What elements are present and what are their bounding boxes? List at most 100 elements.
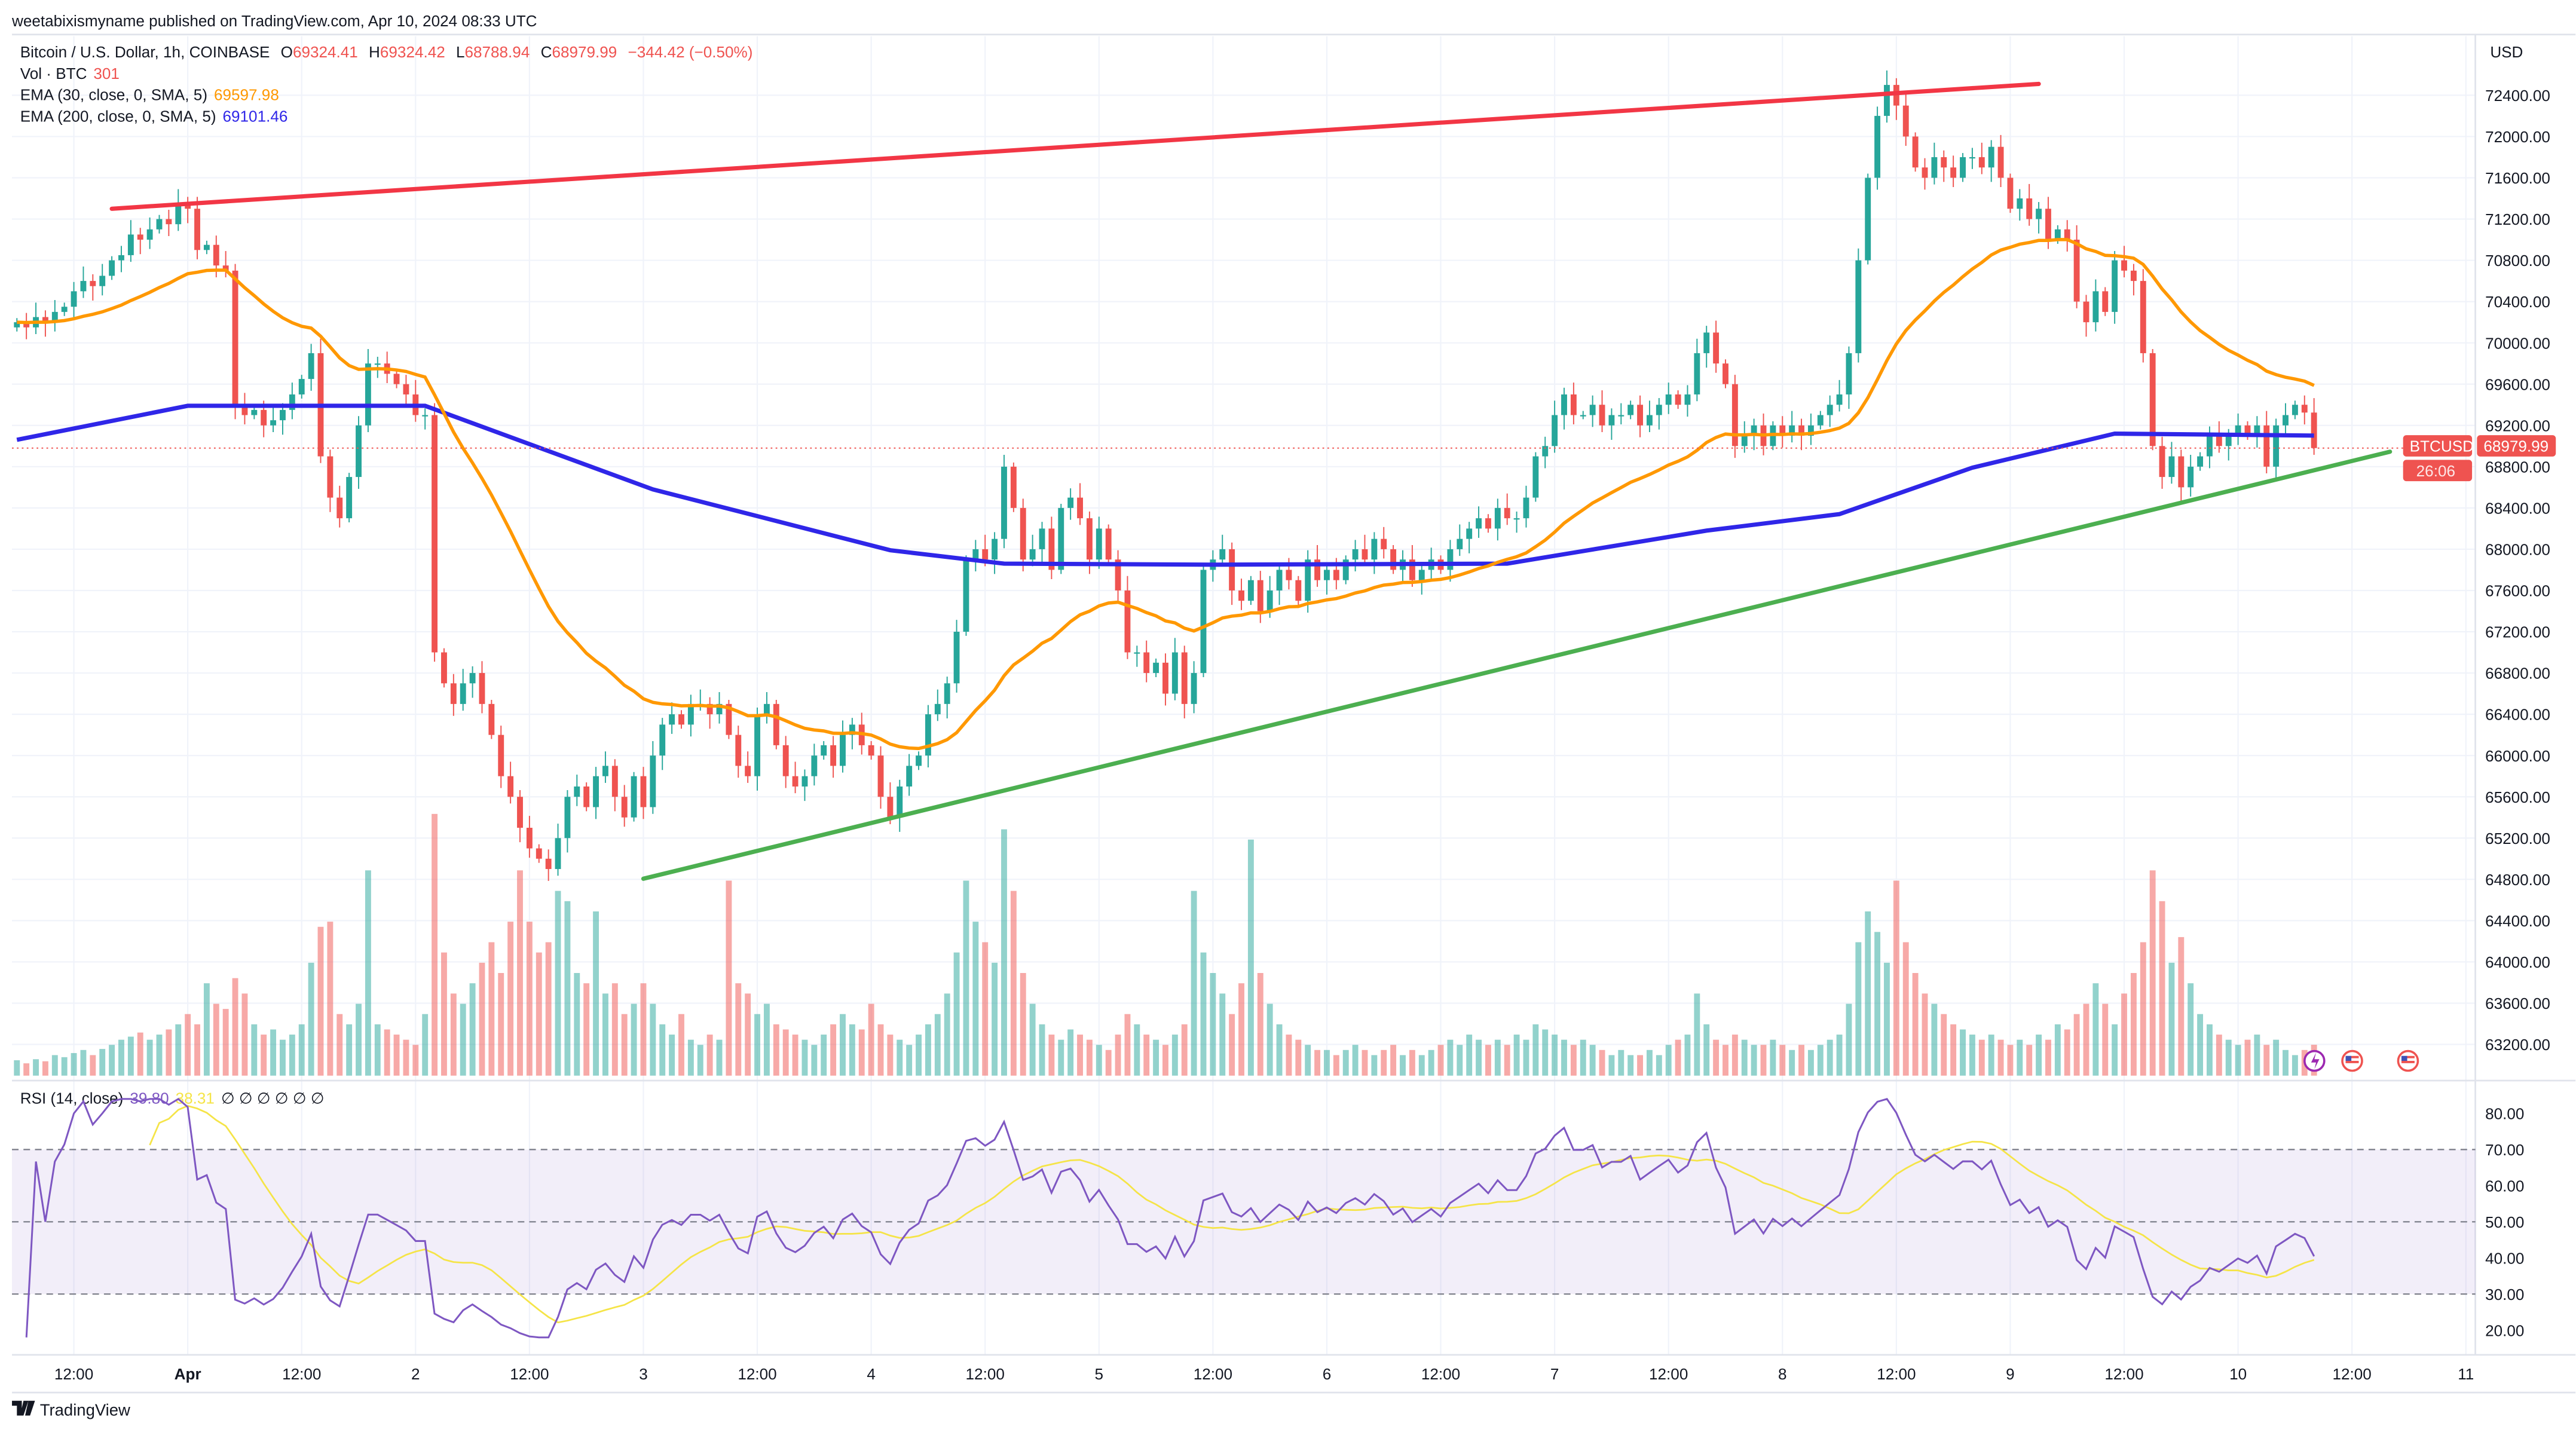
candle[interactable] — [1238, 590, 1244, 601]
candle[interactable] — [716, 703, 723, 715]
candle[interactable] — [1532, 456, 1539, 498]
candle[interactable] — [934, 703, 941, 715]
candle[interactable] — [821, 745, 827, 756]
candle[interactable] — [185, 203, 191, 209]
candle[interactable] — [1941, 157, 1947, 168]
candle[interactable] — [1447, 549, 1454, 570]
candle[interactable] — [583, 786, 590, 807]
price-axis[interactable]: 72400.00 72000.00 71600.00 71200.00 70800.00… — [2485, 87, 2550, 1054]
candle[interactable] — [1798, 425, 1804, 436]
candle[interactable] — [631, 776, 637, 818]
candle[interactable] — [602, 766, 608, 776]
candle[interactable] — [1580, 415, 1586, 417]
candle[interactable] — [2026, 198, 2033, 219]
candle[interactable] — [222, 265, 229, 271]
candle[interactable] — [830, 745, 837, 766]
candle[interactable] — [2112, 260, 2118, 312]
candle[interactable] — [2159, 446, 2165, 478]
candle[interactable] — [1200, 570, 1207, 674]
candle[interactable] — [2092, 291, 2099, 323]
candle[interactable] — [706, 703, 713, 715]
candle[interactable] — [42, 317, 48, 323]
candle[interactable] — [1741, 436, 1748, 446]
candle[interactable] — [365, 363, 371, 426]
candle[interactable] — [773, 703, 779, 745]
candle[interactable] — [1523, 497, 1529, 519]
candle[interactable] — [925, 714, 931, 756]
candle[interactable] — [460, 683, 466, 704]
candle[interactable] — [327, 456, 334, 498]
candle[interactable] — [251, 409, 258, 415]
candle[interactable] — [1807, 425, 1814, 436]
candle[interactable] — [441, 652, 447, 684]
candles[interactable] — [14, 70, 2317, 881]
candle[interactable] — [1362, 549, 1368, 560]
candle[interactable] — [137, 234, 143, 240]
candle[interactable] — [763, 703, 770, 715]
candle[interactable] — [1466, 528, 1473, 539]
candle[interactable] — [2083, 301, 2089, 323]
candle[interactable] — [1418, 570, 1425, 580]
candle[interactable] — [1865, 178, 1871, 261]
candle[interactable] — [175, 203, 182, 225]
candle[interactable] — [498, 735, 504, 776]
candle[interactable] — [1381, 538, 1387, 549]
candle[interactable] — [1731, 384, 1738, 446]
candle[interactable] — [2017, 198, 2023, 209]
candle[interactable] — [1988, 146, 1994, 168]
candle[interactable] — [2216, 436, 2222, 446]
candle[interactable] — [432, 415, 438, 653]
candle[interactable] — [992, 538, 998, 560]
candle[interactable] — [1001, 466, 1007, 539]
candle[interactable] — [1162, 662, 1168, 694]
candle[interactable] — [1191, 673, 1197, 704]
candle[interactable] — [726, 703, 732, 735]
candle[interactable] — [156, 219, 163, 230]
candle[interactable] — [1010, 466, 1017, 508]
resistance-trendline[interactable] — [109, 81, 2041, 211]
candle[interactable] — [735, 735, 742, 766]
candle[interactable] — [1542, 446, 1549, 457]
candle[interactable] — [507, 776, 514, 797]
candle[interactable] — [1266, 590, 1273, 611]
candle[interactable] — [450, 683, 457, 704]
candle[interactable] — [270, 420, 277, 426]
candle[interactable] — [374, 363, 381, 365]
candle[interactable] — [526, 828, 533, 849]
candle[interactable] — [80, 281, 87, 292]
candle[interactable] — [2207, 436, 2213, 457]
candle[interactable] — [678, 714, 684, 725]
candle[interactable] — [1504, 507, 1510, 519]
candle[interactable] — [1134, 652, 1140, 654]
candle[interactable] — [687, 703, 694, 725]
candle[interactable] — [1950, 167, 1957, 178]
candle[interactable] — [1324, 570, 1330, 580]
candle[interactable] — [897, 786, 903, 818]
candle[interactable] — [127, 234, 134, 255]
candle[interactable] — [2130, 270, 2137, 281]
candle[interactable] — [1665, 394, 1672, 405]
candle[interactable] — [2225, 436, 2232, 446]
candle[interactable] — [194, 209, 200, 250]
candle[interactable] — [2140, 281, 2146, 353]
candle[interactable] — [1494, 507, 1501, 529]
candle[interactable] — [916, 755, 922, 766]
candle[interactable] — [1352, 549, 1359, 560]
candle[interactable] — [972, 549, 979, 560]
candle[interactable] — [2273, 425, 2280, 467]
candle[interactable] — [393, 374, 400, 384]
candle[interactable] — [1646, 415, 1653, 426]
candle[interactable] — [1703, 332, 1710, 353]
candle[interactable] — [1029, 549, 1036, 560]
candle[interactable] — [650, 755, 656, 807]
candle[interactable] — [1751, 425, 1757, 436]
candle[interactable] — [659, 724, 666, 756]
candle[interactable] — [1855, 260, 1862, 353]
candle[interactable] — [754, 714, 760, 776]
candle[interactable] — [849, 724, 855, 735]
candle[interactable] — [1058, 507, 1064, 570]
candle[interactable] — [1153, 662, 1159, 674]
candle[interactable] — [1902, 105, 1909, 137]
candle[interactable] — [1884, 85, 1890, 116]
candle[interactable] — [1390, 549, 1397, 570]
